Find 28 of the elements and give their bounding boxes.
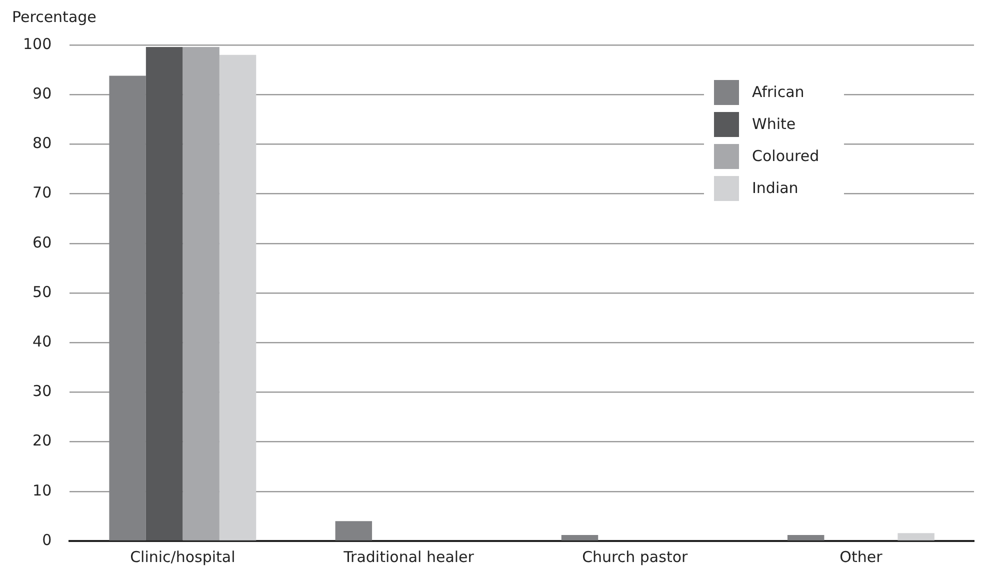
bar — [561, 535, 598, 540]
y-tick-label: 80 — [32, 134, 52, 152]
legend-label: Indian — [752, 178, 798, 197]
y-tick-label: 70 — [32, 184, 52, 202]
y-tick-label: 10 — [32, 481, 52, 500]
y-tick-label: 0 — [42, 530, 52, 549]
y-axis-title: Percentage — [12, 8, 96, 26]
x-tick-label: Traditional healer — [342, 548, 475, 566]
y-tick-label: 50 — [32, 282, 52, 301]
x-tick-label: Church pastor — [582, 548, 688, 566]
y-tick-label: 90 — [32, 84, 52, 102]
y-tick-label: 30 — [32, 382, 52, 400]
y-tick-label: 60 — [32, 233, 52, 252]
x-tick-label: Other — [840, 548, 884, 566]
legend-label: African — [752, 82, 804, 101]
bar — [335, 521, 372, 540]
y-tick-label: 20 — [32, 432, 52, 450]
bar — [146, 46, 183, 540]
bar — [219, 54, 256, 540]
bar — [109, 76, 146, 540]
x-tick-label: Clinic/hospital — [130, 548, 236, 566]
bar — [787, 535, 824, 540]
bar — [898, 533, 934, 540]
y-tick-label: 100 — [22, 34, 52, 53]
legend-label: White — [752, 114, 796, 133]
legend-label: Coloured — [752, 146, 820, 165]
y-tick-label: 40 — [32, 332, 52, 350]
bar — [182, 46, 220, 540]
